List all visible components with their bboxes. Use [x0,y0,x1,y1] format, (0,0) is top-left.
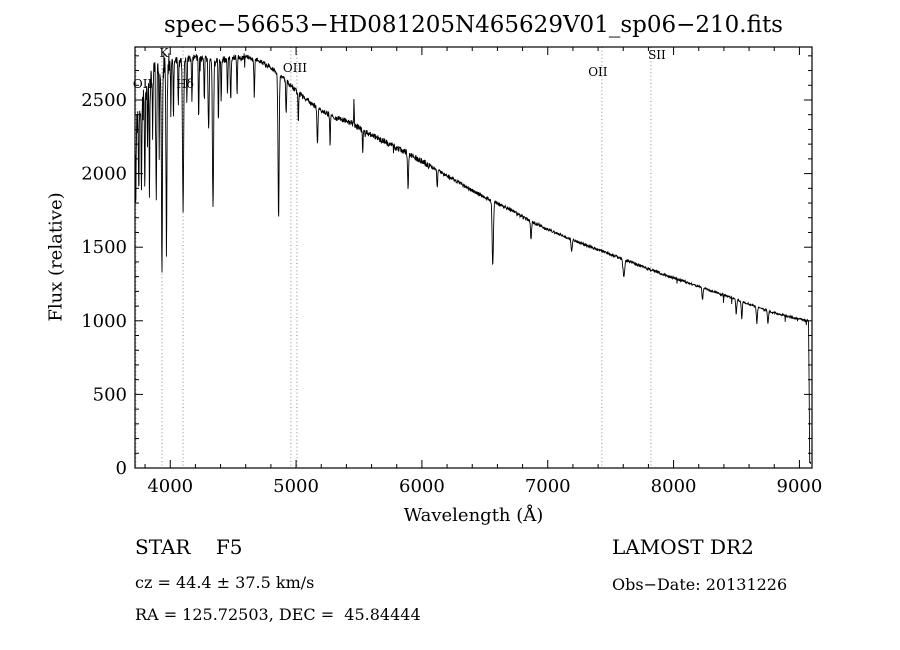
y-tick-label: 1500 [81,237,127,258]
spectral-line-label: K [159,46,169,60]
x-tick-label: 5000 [273,476,319,497]
spectral-line-markers: OII K Hδ OIII OII SII [133,46,666,468]
survey-label: LAMOST DR2 [612,535,754,559]
y-tick-label: 1000 [81,311,127,332]
y-axis-label: Flux (relative) [45,192,67,322]
x-axis-label: Wavelength (Å) [403,505,544,526]
spectral-line-label: OII [133,77,153,91]
spectral-line-label: OIII [283,61,307,75]
spectral-line-label: Hδ [176,77,194,91]
cz-value: cz = 44.4 ± 37.5 km/s [135,573,315,592]
x-tick-label: 7000 [525,476,571,497]
object-class-label: STAR F5 [135,535,243,559]
y-tick-label: 2000 [81,164,127,185]
x-tick-label: 9000 [777,476,823,497]
axis-ticks: 4000 5000 6000 7000 8000 9000 0 500 1000 1500 2000… [81,47,822,497]
spectral-line-label: OII [588,65,608,79]
x-tick-label: 6000 [399,476,445,497]
page-title: spec−56653−HD081205N465629V01_sp06−210.f… [164,12,783,38]
obs-date: Obs−Date: 20131226 [612,575,788,594]
spectral-line-label: SII [648,48,666,62]
y-tick-label: 2500 [81,90,127,111]
spectrum-curve [135,52,812,464]
plot-frame [134,46,813,469]
y-tick-label: 500 [93,384,127,405]
x-tick-label: 4000 [147,476,193,497]
ra-dec-coords: RA = 125.72503, DEC = 45.84444 [135,605,421,624]
x-tick-label: 8000 [651,476,697,497]
y-tick-label: 0 [116,458,127,479]
